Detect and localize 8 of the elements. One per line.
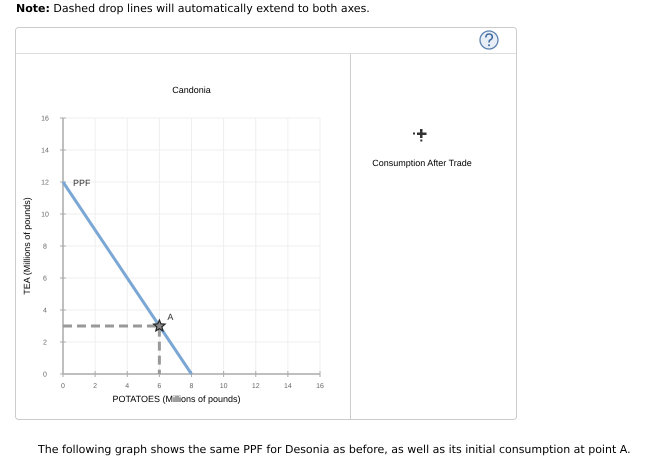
- chart-title: Candonia: [172, 85, 211, 95]
- text: Note: Dashed drop lines will automatically extend to both axes.: [16, 2, 370, 15]
- y-axis-title: TEA (Millions of pounds): [22, 197, 32, 295]
- series-label: PPF: [73, 178, 92, 188]
- text: The following graph shows the same PPF for Desonia as before, as well as its initial consumption at point A.: [37, 443, 631, 456]
- series-label: A: [167, 312, 174, 322]
- text: Consumption After Trade: [372, 158, 472, 168]
- x-axis-title: POTATOES (Millions of pounds): [112, 394, 241, 404]
